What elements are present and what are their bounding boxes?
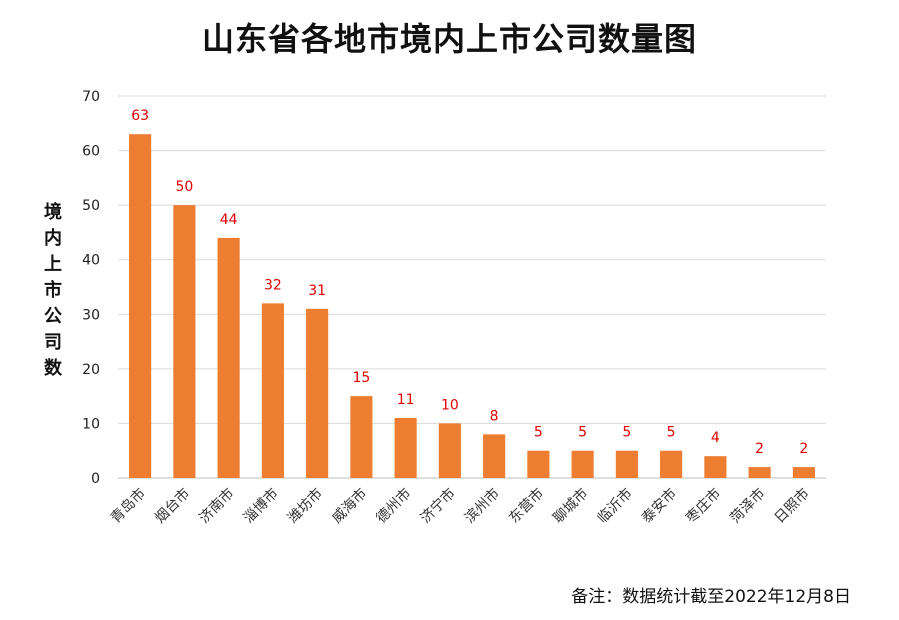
data-label: 4 [711,430,720,446]
bar [438,423,461,478]
data-label: 2 [799,441,808,457]
bar [660,450,683,478]
y-tick-label: 10 [82,416,100,432]
data-label: 63 [131,108,149,124]
x-tick-label: 聊城市 [550,485,592,527]
bar [350,396,373,478]
y-axis-label-char: 数 [44,358,62,379]
bar [261,303,284,478]
x-tick-label: 青岛市 [107,485,149,527]
bar [748,467,771,478]
y-axis-label-char: 市 [44,280,62,301]
x-tick-label: 济宁市 [417,485,459,527]
x-tick-label: 滨州市 [461,485,503,527]
y-tick-label: 70 [82,89,100,105]
y-tick-label: 30 [82,307,100,323]
bar [173,205,196,478]
bar [217,237,240,478]
y-axis-label: 境内上市公司数 [36,200,70,382]
data-label: 11 [397,392,415,408]
x-tick-label: 威海市 [328,485,370,527]
data-label: 15 [352,370,370,386]
x-tick-label: 潍坊市 [284,485,326,527]
y-axis-label-char: 公 [44,306,62,327]
y-tick-label: 50 [82,198,100,214]
x-tick-label: 烟台市 [151,485,193,527]
y-axis-label-char: 上 [44,254,62,275]
data-label: 5 [667,425,676,441]
x-tick-label: 临沂市 [594,485,636,527]
bar [792,467,815,478]
bar [571,450,594,478]
y-tick-label: 20 [82,362,100,378]
y-axis-label-char: 境 [44,202,62,223]
data-label: 5 [534,425,543,441]
y-tick-label: 60 [82,144,100,160]
x-tick-label: 东营市 [505,485,547,527]
chart-title: 山东省各地市境内上市公司数量图 [201,20,697,58]
bar [129,134,152,478]
data-label: 44 [220,212,238,228]
x-tick-label: 德州市 [373,485,415,527]
data-label: 31 [308,283,326,299]
bar [394,417,417,478]
data-label: 5 [622,425,631,441]
x-tick-label: 日照市 [771,485,813,527]
x-tick-label: 泰安市 [638,485,680,527]
data-label: 50 [175,179,193,195]
y-tick-label: 40 [82,253,100,269]
x-tick-label: 济南市 [196,485,238,527]
data-label: 2 [755,441,764,457]
bar [483,434,506,478]
bar [306,308,329,478]
y-axis-label-char: 司 [44,332,62,353]
data-label: 5 [578,425,587,441]
data-label: 8 [490,408,499,424]
bar [704,456,727,478]
data-label: 32 [264,277,282,293]
bar [615,450,638,478]
footnote: 备注：数据统计截至2022年12月8日 [571,587,851,607]
y-axis-label-char: 内 [44,228,62,249]
bar [527,450,550,478]
x-tick-label: 菏泽市 [727,485,769,527]
data-label: 10 [441,397,459,413]
x-tick-label: 枣庄市 [682,485,724,527]
x-tick-label: 淄博市 [240,485,282,527]
y-tick-label: 0 [91,471,100,487]
